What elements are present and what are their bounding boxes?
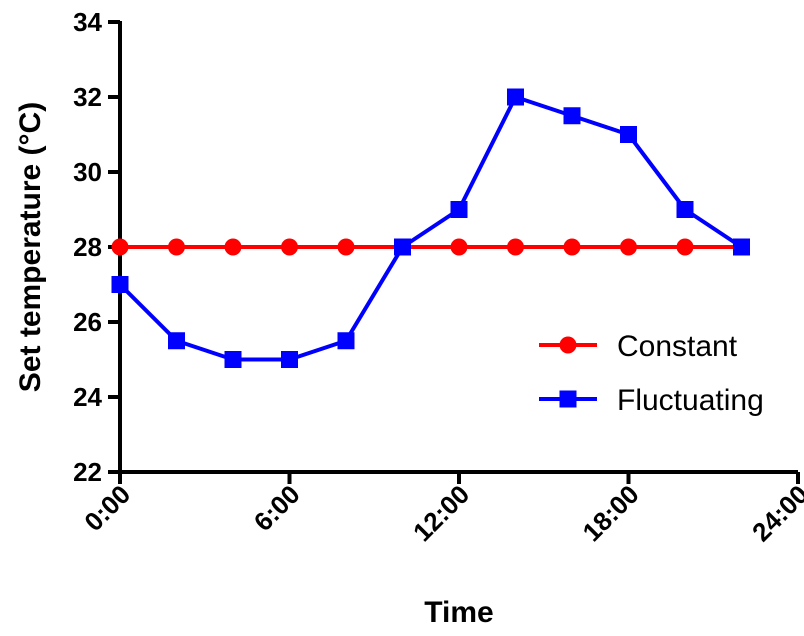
data-point-fluctuating [168, 332, 185, 350]
x-tick-label: 24:00 [746, 479, 804, 547]
legend-swatch-marker [559, 390, 577, 408]
data-point-constant [507, 238, 524, 256]
data-point-fluctuating [281, 351, 298, 368]
data-point-constant [168, 238, 185, 256]
data-point-fluctuating [337, 332, 355, 350]
data-point-fluctuating [450, 201, 468, 218]
legend-label: Constant [617, 330, 738, 363]
data-point-constant [281, 238, 298, 256]
x-tick-label: 6:00 [248, 479, 306, 537]
legend-label: Fluctuating [617, 384, 764, 417]
data-point-fluctuating [224, 351, 242, 368]
y-tick-label: 32 [73, 82, 102, 112]
y-tick-label: 24 [73, 382, 102, 412]
data-point-fluctuating [676, 201, 694, 218]
data-point-constant [620, 238, 637, 256]
axes: 22 24 26 28 30 32 34 0:00 6:00 12:00 18:00 24:00 [73, 7, 804, 547]
data-point-constant [563, 238, 581, 256]
data-point-constant [676, 238, 694, 256]
data-point-constant [450, 238, 468, 256]
series-fluctuating [111, 88, 750, 368]
y-tick-label: 28 [73, 232, 102, 262]
series-constant [111, 238, 750, 256]
legend-swatch-marker [559, 336, 577, 354]
data-point-fluctuating [507, 88, 524, 106]
legend-item-fluctuating: Fluctuating [539, 384, 764, 417]
x-tick-label: 18:00 [577, 479, 645, 547]
data-point-constant [224, 238, 242, 256]
legend-item-constant: Constant [539, 330, 738, 363]
y-tick-label: 34 [73, 7, 102, 37]
legend: Constant Fluctuating [539, 330, 764, 417]
y-tick-label: 30 [73, 157, 102, 187]
series-layer [111, 88, 750, 368]
y-axis-title: Set temperature (°C) [14, 102, 47, 392]
x-axis-title: Time [424, 596, 493, 629]
series-line-fluctuating [118, 95, 743, 362]
y-tick-label: 22 [73, 457, 102, 487]
data-point-fluctuating [111, 276, 129, 293]
data-point-constant [111, 238, 129, 256]
y-tick-label: 26 [73, 307, 102, 337]
data-point-fluctuating [620, 126, 637, 143]
data-point-fluctuating [733, 238, 750, 256]
x-tick-label: 12:00 [407, 479, 475, 547]
data-point-fluctuating [394, 238, 411, 256]
x-tick-label: 0:00 [78, 479, 136, 537]
data-point-fluctuating [563, 107, 581, 125]
data-point-constant [337, 238, 355, 256]
